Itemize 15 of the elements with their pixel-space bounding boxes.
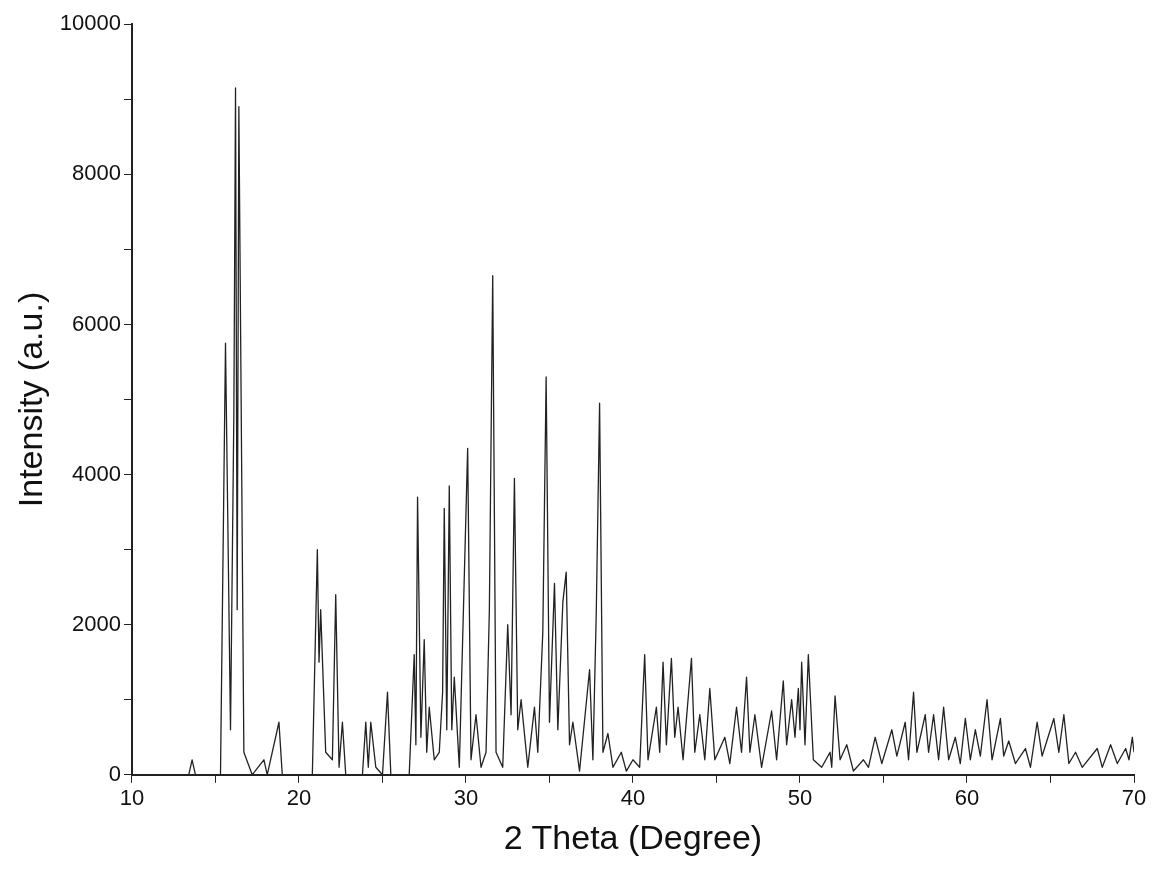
x-tick-label: 10 — [119, 785, 145, 811]
x-tick-label: 60 — [954, 785, 980, 811]
y-tick-label: 2000 — [72, 610, 121, 636]
y-tick-label: 0 — [108, 760, 121, 786]
y-axis-title: Intensity (a.u.) — [10, 291, 49, 508]
y-tick-label: 6000 — [72, 310, 121, 336]
y-tick-label: 8000 — [72, 160, 121, 186]
x-tick-label: 50 — [787, 785, 813, 811]
x-tick-label: 30 — [453, 785, 479, 811]
y-tick-label: 4000 — [72, 460, 121, 486]
x-tick-label: 40 — [620, 785, 646, 811]
x-tick-label: 20 — [286, 785, 312, 811]
y-tick-label: 10000 — [59, 10, 121, 36]
x-tick-label: 70 — [1121, 785, 1147, 811]
x-axis-title: 2 Theta (Degree) — [503, 817, 763, 856]
